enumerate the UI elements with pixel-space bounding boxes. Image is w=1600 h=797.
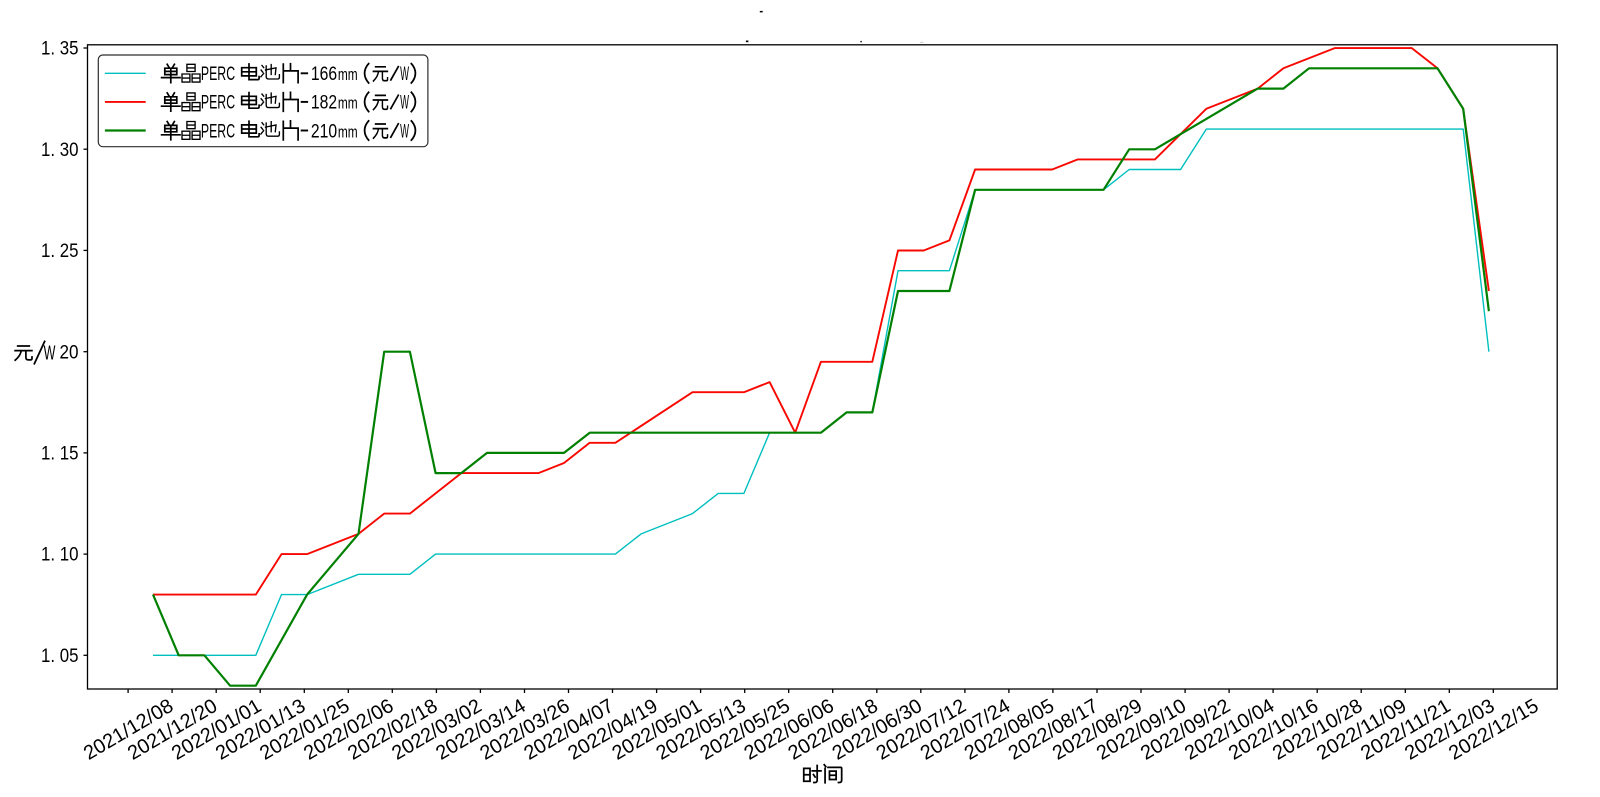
svg-text:PERC: PERC — [201, 121, 235, 142]
svg-text:mm: mm — [338, 95, 358, 113]
svg-text:PERC: PERC — [201, 64, 235, 85]
svg-text:1. 25: 1. 25 — [41, 241, 79, 262]
svg-text:1. 05: 1. 05 — [41, 646, 79, 667]
svg-text:182: 182 — [311, 93, 337, 114]
svg-text:W: W — [400, 64, 409, 85]
svg-text:210: 210 — [311, 121, 337, 142]
svg-text:W: W — [400, 121, 409, 142]
svg-text:mm: mm — [338, 123, 358, 141]
svg-text:1. 30: 1. 30 — [41, 140, 79, 161]
svg-text:PERC: PERC — [201, 93, 235, 114]
svg-text:W: W — [400, 93, 409, 114]
svg-text:166: 166 — [311, 64, 337, 85]
svg-text:1. 10: 1. 10 — [41, 545, 79, 566]
svg-text:1. 15: 1. 15 — [41, 444, 79, 465]
svg-text:W: W — [44, 342, 56, 364]
svg-text:20: 20 — [60, 342, 79, 363]
svg-text:1. 35: 1. 35 — [41, 39, 79, 60]
svg-text:mm: mm — [338, 66, 358, 84]
